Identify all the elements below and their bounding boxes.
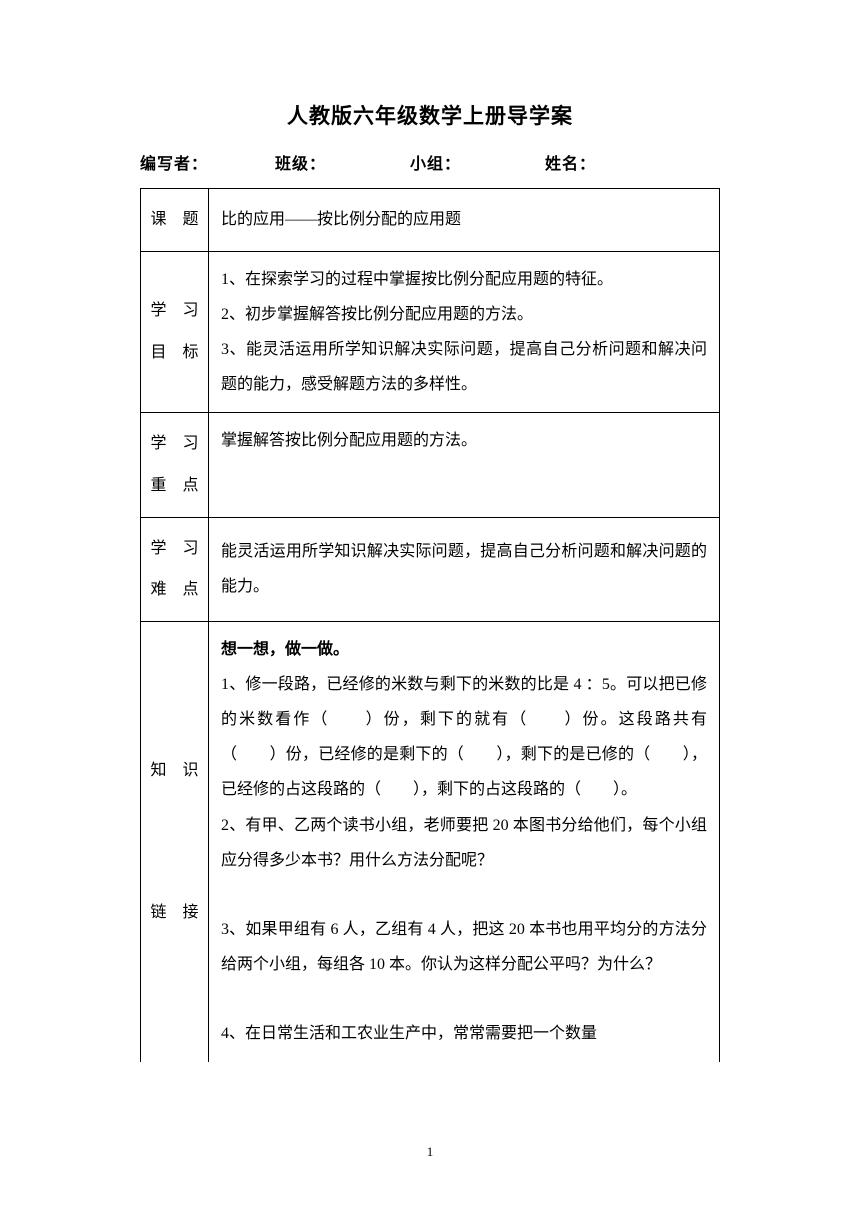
- label-keypoint: 学 习 重 点: [141, 413, 209, 517]
- meta-line: 编写者： 班级： 小组： 姓名：: [140, 150, 720, 174]
- objective-item-3: 3、能灵活运用所学知识解决实际问题，提高自己分析问题和解决问题的能力，感受解题方…: [221, 332, 707, 402]
- knowledge-heading: 想一想，做一做。: [221, 632, 707, 667]
- spacer: [221, 982, 707, 1016]
- knowledge-q4: 4、在日常生活和工农业生产中，常常需要把一个数量: [221, 1016, 707, 1051]
- knowledge-q1: 1、修一段路，已经修的米数与剩下的米数的比是 4 ：5。可以把已修的米数看作（ …: [221, 667, 707, 808]
- objective-item-2: 2、初步掌握解答按比例分配应用题的方法。: [221, 297, 707, 332]
- row-knowledge: 知 识 链 接 想一想，做一做。 1、修一段路，已经修的米数与剩下的米数的比是 …: [141, 621, 720, 1061]
- row-difficulty: 学 习 难 点 能灵活运用所学知识解决实际问题，提高自己分析问题和解决问题的能力…: [141, 517, 720, 621]
- label-difficulty: 学 习 难 点: [141, 517, 209, 621]
- worksheet-page: 人教版六年级数学上册导学案 编写者： 班级： 小组： 姓名： 课 题 比的应用—…: [0, 0, 860, 1062]
- group-label: 小组：: [410, 150, 540, 174]
- objective-item-1: 1、在探索学习的过程中掌握按比例分配应用题的特征。: [221, 262, 707, 297]
- row-topic: 课 题 比的应用——按比例分配的应用题: [141, 189, 720, 252]
- content-difficulty: 能灵活运用所学知识解决实际问题，提高自己分析问题和解决问题的能力。: [209, 517, 720, 621]
- content-topic: 比的应用——按比例分配的应用题: [209, 189, 720, 252]
- author-label: 编写者：: [140, 150, 270, 174]
- label-topic: 课 题: [141, 189, 209, 252]
- worksheet-table: 课 题 比的应用——按比例分配的应用题 学 习 目 标 1、在探索学习的过程中掌…: [140, 188, 720, 1062]
- row-keypoint: 学 习 重 点 掌握解答按比例分配应用题的方法。: [141, 413, 720, 517]
- spacer: [221, 878, 707, 912]
- content-keypoint: 掌握解答按比例分配应用题的方法。: [209, 413, 720, 517]
- page-number: 1: [0, 1144, 860, 1160]
- label-objectives: 学 习 目 标: [141, 251, 209, 413]
- document-title: 人教版六年级数学上册导学案: [140, 100, 720, 130]
- class-label: 班级：: [275, 150, 405, 174]
- row-objectives: 学 习 目 标 1、在探索学习的过程中掌握按比例分配应用题的特征。 2、初步掌握…: [141, 251, 720, 413]
- knowledge-q2: 2、有甲、乙两个读书小组，老师要把 20 本图书分给他们，每个小组应分得多少本书…: [221, 808, 707, 878]
- label-knowledge: 知 识 链 接: [141, 621, 209, 1061]
- content-objectives: 1、在探索学习的过程中掌握按比例分配应用题的特征。 2、初步掌握解答按比例分配应…: [209, 251, 720, 413]
- knowledge-q3: 3、如果甲组有 6 人，乙组有 4 人，把这 20 本书也用平均分的方法分给两个…: [221, 912, 707, 982]
- content-knowledge: 想一想，做一做。 1、修一段路，已经修的米数与剩下的米数的比是 4 ：5。可以把…: [209, 621, 720, 1061]
- name-label: 姓名：: [545, 150, 596, 174]
